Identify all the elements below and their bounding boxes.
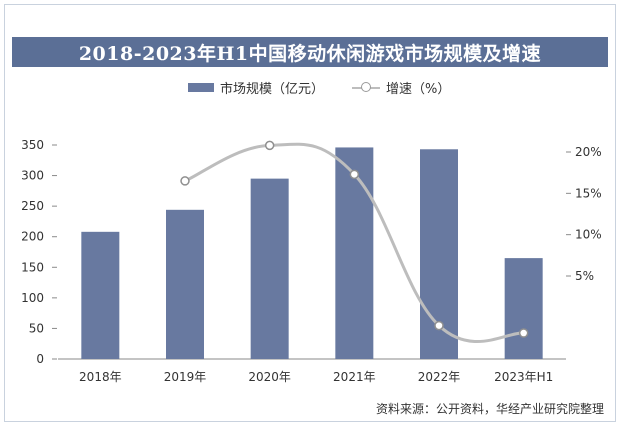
y-right-tick-label: 5% <box>575 269 594 283</box>
y-left-tick-label: 300 <box>21 169 44 183</box>
y-left-tick-label: 50 <box>29 321 44 335</box>
growth-line <box>184 142 524 343</box>
bar <box>81 231 120 359</box>
legend-line-swatch <box>352 81 380 92</box>
x-tick-label: 2020年 <box>248 370 291 384</box>
legend-label-bar: 市场规模（亿元） <box>220 82 325 97</box>
x-tick-label: 2022年 <box>418 370 461 384</box>
growth-point <box>180 176 190 186</box>
legend-label-line: 增速（%） <box>386 82 451 97</box>
y-left-tick-label: 350 <box>21 138 44 152</box>
chart-title: 2018-2023年H1中国移动休闲游戏市场规模及增速 <box>78 42 542 65</box>
y-right-tick-label: 15% <box>575 186 602 200</box>
x-tick-label: 2019年 <box>164 370 207 384</box>
y-left-tick-label: 100 <box>21 291 44 305</box>
growth-point <box>434 320 444 331</box>
bar <box>250 178 289 359</box>
legend-item-line: 增速（%） <box>352 78 450 97</box>
growth-point <box>264 140 275 151</box>
growth-point <box>349 169 360 180</box>
y-left-tick-label: 0 <box>36 352 44 366</box>
y-left-tick-label: 250 <box>21 199 44 213</box>
bar <box>335 147 374 359</box>
y-right-tick-label: 10% <box>575 228 602 242</box>
x-tick-label: 2021年 <box>333 370 376 384</box>
bar <box>166 209 204 359</box>
y-right-tick-label: 20% <box>575 145 602 159</box>
legend: 市场规模（亿元） 增速（%） <box>0 78 622 97</box>
growth-point <box>518 328 529 338</box>
x-tick-label: 2023年H1 <box>494 370 553 384</box>
y-left-tick-label: 200 <box>21 230 44 244</box>
x-tick-label: 2018年 <box>79 370 122 384</box>
y-left-tick-label: 150 <box>21 260 44 274</box>
source-note: 资料来源：公开资料，华经产业研究院整理 <box>375 402 604 416</box>
title-bar: 2018-2023年H1中国移动休闲游戏市场规模及增速 <box>12 37 608 67</box>
legend-bar-swatch <box>188 83 214 92</box>
legend-item-bar: 市场规模（亿元） <box>188 78 324 97</box>
bar <box>504 258 543 359</box>
